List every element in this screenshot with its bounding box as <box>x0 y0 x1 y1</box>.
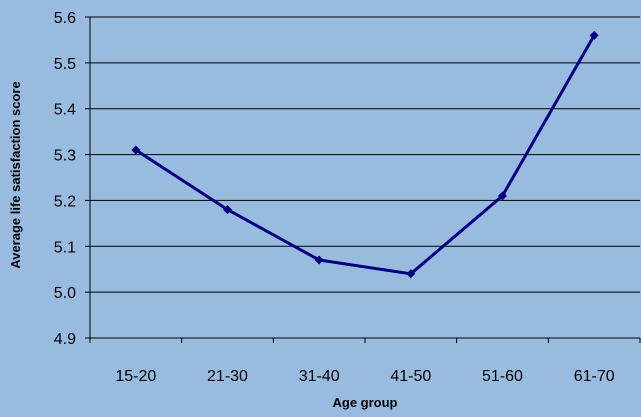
y-tick-label: 5.1 <box>54 239 76 256</box>
axes <box>85 16 641 343</box>
x-tick-label: 41-50 <box>390 368 431 385</box>
data-point <box>498 191 507 201</box>
x-tick-label: 31-40 <box>299 368 340 385</box>
y-tick-label: 5.4 <box>54 102 76 119</box>
data-point <box>589 30 599 40</box>
x-tick-label: 51-60 <box>482 368 523 385</box>
data-point <box>223 205 232 215</box>
y-tick-label: 5.6 <box>54 10 76 27</box>
data-point <box>406 269 416 279</box>
y-tick-label: 5.5 <box>54 56 76 73</box>
y-tick-label: 4.9 <box>54 331 76 348</box>
data-point <box>131 145 141 155</box>
data-point <box>314 255 324 265</box>
gridlines <box>90 16 640 293</box>
x-axis-title: Age group <box>333 395 398 410</box>
x-tick-label: 61-70 <box>574 368 615 385</box>
series-group <box>131 30 599 279</box>
x-tick-label: 15-20 <box>115 368 156 385</box>
y-tick-labels: 4.9 5.0 5.1 5.2 5.3 5.4 5.5 5.6 <box>54 10 76 348</box>
y-tick-label: 5.2 <box>54 193 76 210</box>
x-tick-label: 21-30 <box>207 368 248 385</box>
series-line <box>134 34 596 276</box>
y-tick-label: 5.3 <box>54 148 76 165</box>
x-tick-labels: 15-20 21-30 31-40 41-50 51-60 61-70 <box>115 368 614 385</box>
y-axis-title: Average life satisfaction score <box>8 81 23 268</box>
y-tick-label: 5.0 <box>54 285 76 302</box>
